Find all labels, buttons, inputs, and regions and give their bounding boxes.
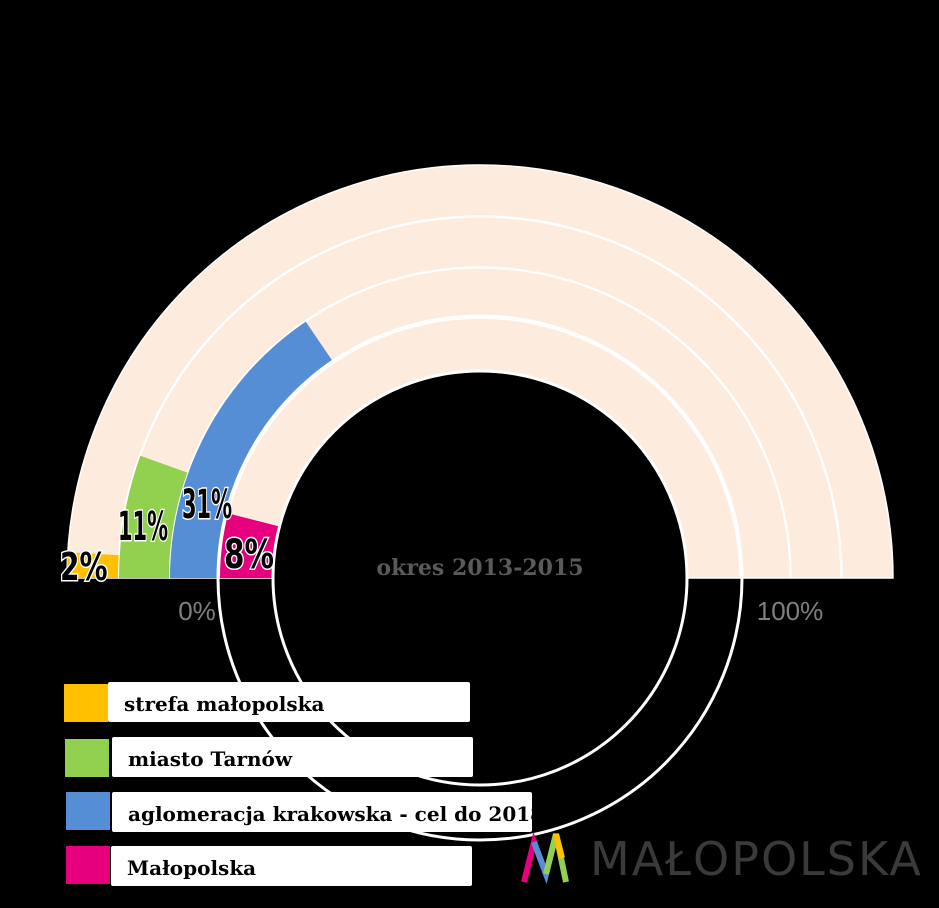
legend-swatch bbox=[66, 846, 110, 884]
track-ring bbox=[66, 164, 894, 579]
bar-miasto-tarn-w bbox=[119, 455, 188, 578]
bar-strefa-ma-opolska bbox=[67, 552, 119, 578]
legend-label-box: strefa małopolska bbox=[108, 682, 470, 722]
axis-min-label: 0% bbox=[178, 596, 216, 626]
data-label: 2% bbox=[60, 545, 108, 589]
data-label: 11% bbox=[118, 504, 168, 550]
logo-mark-icon bbox=[521, 831, 569, 885]
data-label: 31% bbox=[182, 482, 232, 528]
legend-label: strefa małopolska bbox=[124, 692, 325, 716]
legend-label-box: miasto Tarnów bbox=[112, 737, 473, 777]
legend-label-box: Małopolska bbox=[111, 846, 472, 886]
bar-ma-opolska bbox=[220, 513, 280, 578]
legend-swatch bbox=[64, 684, 108, 722]
data-labels: 2%11% 31%8% bbox=[59, 481, 276, 591]
legend-swatch bbox=[65, 739, 109, 777]
legend-swatch bbox=[66, 792, 110, 830]
track-ring bbox=[118, 216, 842, 579]
legend-label: miasto Tarnów bbox=[128, 747, 293, 771]
legend-label-box: aglomeracja krakowska - cel do 2018 r. bbox=[112, 792, 567, 832]
logo-wordmark: MAŁOPOLSKA bbox=[590, 832, 923, 886]
axis-max-label: 100% bbox=[757, 596, 824, 626]
center-period-label: okres 2013-2015 bbox=[376, 555, 583, 581]
legend-label: aglomeracja krakowska - cel do 2018 r. bbox=[128, 802, 567, 826]
malopolska-logo: MAŁOPOLSKA bbox=[520, 828, 930, 888]
data-label: 8% bbox=[224, 532, 274, 578]
chart-tracks bbox=[66, 164, 894, 579]
legend-label: Małopolska bbox=[127, 856, 257, 880]
